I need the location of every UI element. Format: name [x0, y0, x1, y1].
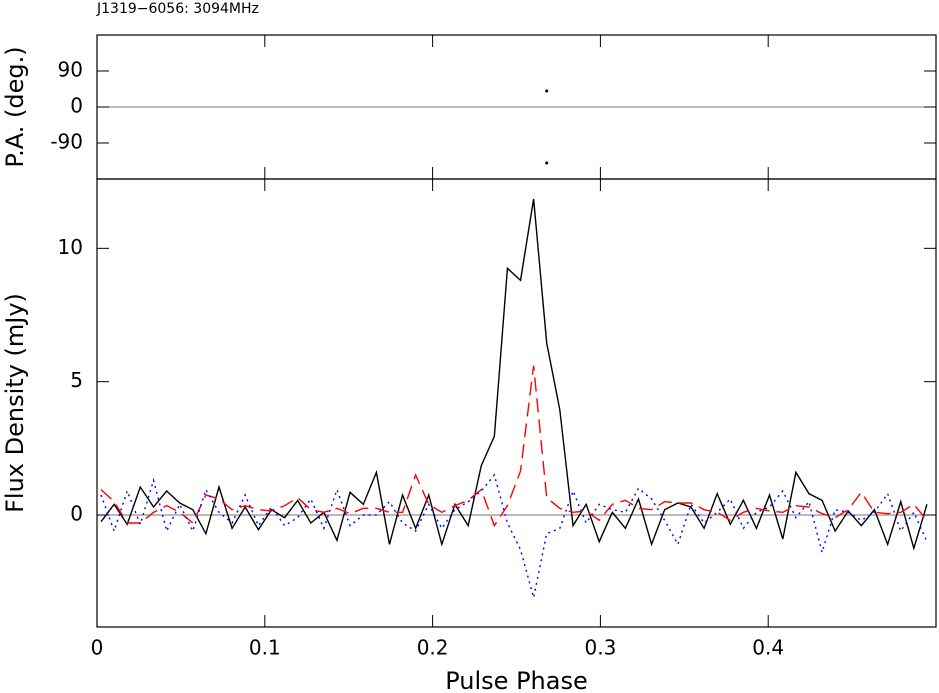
y-axis-label: P.A. (deg.)	[1, 46, 29, 167]
y-axis-label: Flux Density (mJy)	[1, 293, 29, 513]
y-tick-label: 10	[58, 235, 83, 259]
x-tick-label: 0.3	[584, 636, 616, 660]
y-tick-label: 90	[58, 58, 83, 82]
pa-point	[545, 89, 549, 93]
pa-point	[545, 161, 549, 165]
plot-frame	[96, 178, 937, 628]
x-tick-label: 0.4	[752, 636, 784, 660]
profile-line	[100, 365, 928, 528]
y-tick-label: -90	[50, 130, 83, 154]
x-tick-label: 0	[91, 636, 104, 660]
y-tick-label: 5	[70, 368, 83, 392]
x-axis-label: Pulse Phase	[445, 667, 588, 693]
x-tick-label: 0.2	[417, 636, 449, 660]
y-tick-label: 0	[70, 94, 83, 118]
profile-line	[100, 473, 928, 598]
y-tick-label: 0	[70, 502, 83, 526]
chart-title: J1319−6056: 3094MHz	[96, 1, 259, 17]
x-tick-label: 0.1	[249, 636, 281, 660]
profile-line	[100, 198, 928, 551]
